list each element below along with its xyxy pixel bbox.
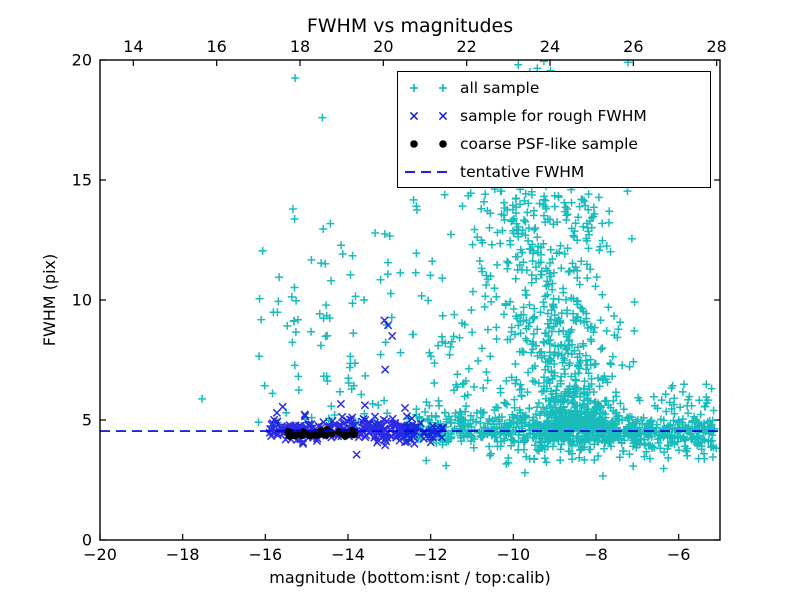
x-tick-label: −12 [414,545,448,564]
x-top-tick-label: 20 [373,37,393,56]
x-top-tick-label: 28 [706,37,726,56]
y-axis-label: FWHM (pix) [40,254,59,347]
x-tick-label: −14 [331,545,365,564]
x-tick-label: −16 [248,545,282,564]
axes: −20 −18 −16 −14 −12 −10 −8 −6 14 16 18 20 22 24 26 28 0 5… [72,37,727,564]
legend-entry-all-sample: all sample [398,74,710,102]
x-top-tick-label: 26 [623,37,643,56]
y-tick-label: 0 [82,531,92,550]
x-top-tick-label: 14 [123,37,143,56]
plus-marker-icon [410,83,447,92]
y-tick-label: 10 [72,291,92,310]
data-layer [100,60,720,480]
legend: all sample sample for rough FWHM coarse … [397,71,711,188]
y-tick-label: 15 [72,171,92,190]
plot-frame [99,59,721,541]
legend-entry-psf-sample: coarse PSF-like sample [398,130,710,158]
legend-entry-rough-fwhm: sample for rough FWHM [398,102,710,130]
x-tick-label: −20 [83,545,117,564]
y-tick-label: 5 [82,411,92,430]
x-top-tick-label: 18 [290,37,310,56]
cross-marker-icon [409,111,448,120]
x-axis-label: magnitude (bottom:isnt / top:calib) [269,568,550,587]
x-top-tick-label: 22 [456,37,476,56]
dashed-line-icon [405,170,453,173]
legend-label: coarse PSF-like sample [460,134,638,153]
x-tick-label: −8 [584,545,608,564]
legend-label: all sample [460,78,540,97]
legend-label: tentative FWHM [460,162,585,181]
legend-label: sample for rough FWHM [460,106,647,125]
y-tick-label: 20 [72,51,92,70]
x-top-tick-label: 24 [540,37,560,56]
x-tick-label: −18 [166,545,200,564]
dot-marker-icon [410,139,447,148]
x-tick-label: −10 [496,545,530,564]
x-top-tick-label: 16 [206,37,226,56]
legend-entry-tentative-fwhm: tentative FWHM [398,158,710,186]
chart-title: FWHM vs magnitudes [307,15,513,37]
x-tick-label: −6 [667,545,691,564]
